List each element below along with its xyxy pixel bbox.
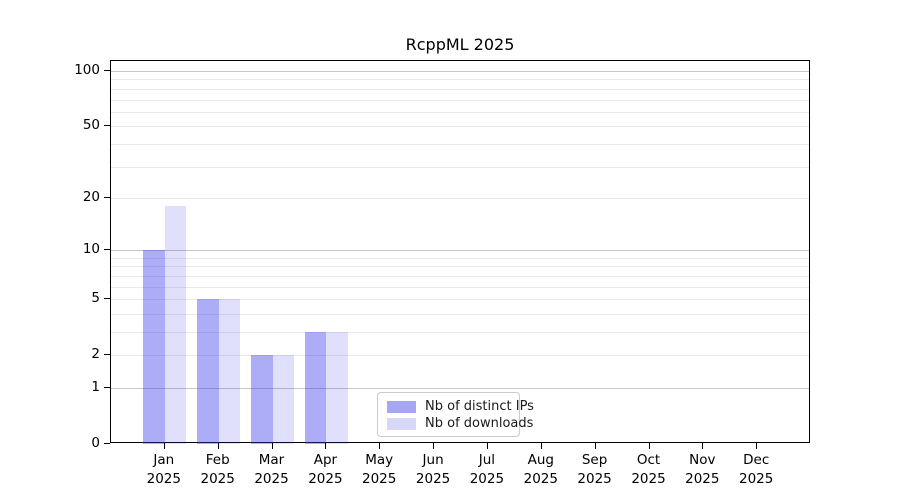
- x-tick-label: Nov 2025: [662, 451, 742, 489]
- y-tick-mark: [104, 70, 110, 71]
- bar-jan-series0: [143, 250, 165, 444]
- minor-gridline: [111, 266, 809, 268]
- x-tick-label-year: 2025: [523, 471, 558, 487]
- x-tick-mark: [163, 443, 165, 449]
- x-tick-mark: [486, 443, 488, 449]
- legend-item-distinct-ips: Nb of distinct IPs: [387, 399, 534, 414]
- minor-gridline: [111, 88, 809, 90]
- y-tick-mark: [104, 125, 110, 127]
- x-tick-mark: [702, 443, 704, 449]
- bar-feb-series1: [218, 299, 241, 444]
- minor-gridline: [111, 257, 809, 259]
- x-tick-label-year: 2025: [146, 471, 181, 487]
- minor-gridline: [111, 299, 809, 301]
- y-tick-mark: [104, 196, 110, 198]
- y-tick-label: 1: [91, 379, 100, 395]
- x-tick-label: Dec 2025: [716, 451, 796, 489]
- bar-mar-series0: [251, 355, 273, 444]
- y-tick-label: 10: [82, 241, 100, 258]
- bar-apr-series1: [326, 332, 348, 444]
- major-gridline: [111, 71, 809, 72]
- major-gridline: [111, 250, 809, 252]
- bar-jan-series1: [164, 206, 187, 444]
- x-tick-label-year: 2025: [415, 471, 451, 487]
- minor-gridline: [111, 313, 809, 315]
- x-tick-label: Jan 2025: [124, 451, 204, 489]
- bar-mar-series1: [272, 355, 294, 444]
- gridline-layer: [111, 61, 809, 442]
- x-tick-mark: [648, 443, 650, 449]
- y-tick-label: 100: [74, 62, 100, 78]
- x-tick-label: Sep 2025: [555, 451, 635, 489]
- y-tick-label: 2: [91, 346, 100, 363]
- y-tick-mark: [104, 387, 110, 388]
- minor-gridline: [111, 166, 809, 168]
- bar-layer: [111, 61, 809, 444]
- x-tick-label: Mar 2025: [232, 451, 312, 489]
- x-tick-label-year: 2025: [362, 471, 397, 487]
- y-tick-mark: [104, 298, 110, 300]
- y-tick-label: 0: [91, 435, 100, 451]
- legend: Nb of distinct IPs Nb of downloads: [377, 392, 534, 437]
- legend-label-distinct-ips: Nb of distinct IPs: [425, 399, 534, 414]
- x-tick-mark: [756, 443, 758, 449]
- y-tick-mark: [104, 249, 110, 251]
- x-tick-mark: [217, 443, 219, 449]
- x-tick-mark: [433, 443, 435, 449]
- minor-gridline: [111, 332, 809, 333]
- minor-gridline: [111, 197, 809, 199]
- x-tick-mark: [379, 443, 381, 449]
- y-tick-mark: [104, 354, 110, 356]
- x-tick-label: Jun 2025: [393, 451, 473, 489]
- y-tick-label: 5: [91, 290, 100, 307]
- x-tick-label: Oct 2025: [609, 451, 689, 489]
- chart-title: RcppML 2025: [405, 35, 515, 54]
- x-tick-label-year: 2025: [739, 471, 774, 487]
- y-tick-label: 50: [82, 117, 100, 134]
- major-gridline: [111, 388, 809, 389]
- legend-swatch-distinct-ips: [387, 400, 416, 413]
- minor-gridline: [111, 126, 809, 128]
- minor-gridline: [111, 275, 809, 277]
- x-tick-label-year: 2025: [577, 471, 612, 487]
- bar-apr-series0: [304, 332, 327, 444]
- plot-area: [110, 60, 810, 444]
- legend-swatch-downloads: [387, 417, 416, 430]
- x-tick-mark: [594, 443, 596, 449]
- x-tick-label: Aug 2025: [501, 451, 581, 489]
- x-tick-label-year: 2025: [685, 471, 720, 487]
- x-tick-mark: [540, 443, 542, 449]
- x-tick-label: Jul 2025: [447, 451, 527, 489]
- x-tick-label-year: 2025: [308, 471, 343, 487]
- x-tick-mark: [271, 443, 273, 449]
- minor-gridline: [111, 111, 809, 113]
- x-tick-mark: [325, 443, 327, 449]
- minor-gridline: [111, 143, 809, 145]
- x-tick-label: May 2025: [339, 451, 419, 489]
- x-tick-label-year: 2025: [631, 471, 666, 487]
- x-tick-label: Feb 2025: [178, 451, 258, 489]
- legend-label-downloads: Nb of downloads: [425, 416, 534, 431]
- x-tick-label-year: 2025: [254, 471, 289, 487]
- x-tick-label-year: 2025: [200, 471, 235, 487]
- y-tick-mark: [104, 443, 110, 444]
- bar-feb-series0: [197, 299, 219, 444]
- minor-gridline: [111, 99, 809, 101]
- y-tick-label: 20: [82, 188, 100, 205]
- x-tick-label: Apr 2025: [285, 451, 365, 489]
- minor-gridline: [111, 355, 809, 357]
- x-tick-label-year: 2025: [469, 471, 505, 487]
- minor-gridline: [111, 79, 809, 81]
- minor-gridline: [111, 286, 809, 288]
- legend-item-downloads: Nb of downloads: [387, 416, 533, 431]
